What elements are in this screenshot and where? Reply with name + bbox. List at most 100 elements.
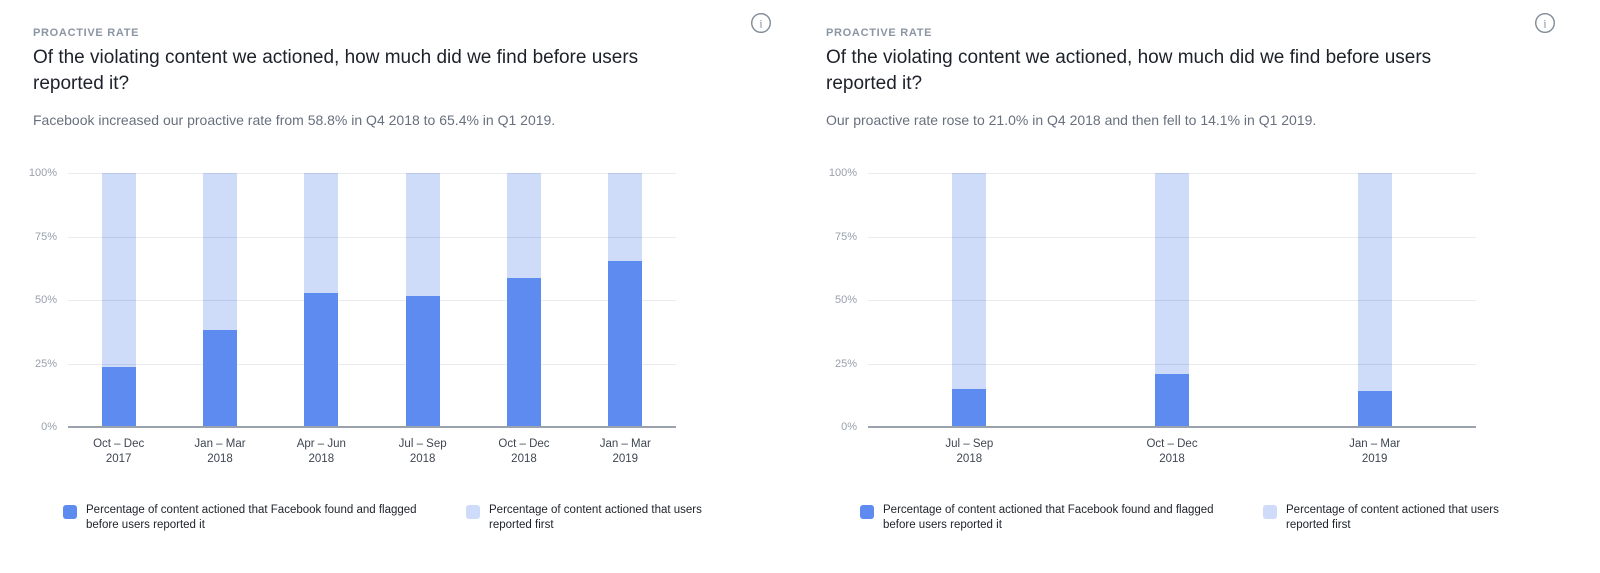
bar-segment-proactive[interactable] [202, 330, 237, 427]
y-axis-tick-label: 100% [828, 167, 857, 179]
x-axis-labels: Jul – Sep 2018 Oct – Dec 2018 Jan – Mar 2019 [868, 437, 1476, 467]
legend-item: Percentage of content actioned that user… [1263, 503, 1504, 533]
bar-segment-proactive[interactable] [608, 260, 643, 427]
bar-segment-user-reported[interactable] [952, 173, 987, 390]
eyebrow-label: PROACTIVE RATE [33, 27, 140, 39]
chart-title: Of the violating content we actioned, ho… [33, 47, 639, 94]
chart-header: PROACTIVE RATE Of the violating content … [826, 0, 1600, 129]
plot-area: 0% 25% 50% 75% 100% [829, 167, 1476, 433]
y-axis-tick-label: 0% [841, 421, 857, 433]
bar-slot [473, 173, 574, 427]
y-axis-tick-label: 0% [41, 421, 57, 433]
legend-item: Percentage of content actioned that Face… [63, 503, 446, 533]
y-axis-tick-label: 25% [834, 357, 857, 370]
stacked-bar[interactable] [506, 173, 541, 427]
legend-swatch [63, 505, 77, 519]
panel-instagram-proactive-rate: i PROACTIVE RATE Of the violating conten… [800, 0, 1600, 533]
stacked-bar-chart: 0% 25% 50% 75% 100% Jul – Sep 2018 Oct – Dec 20… [800, 167, 1600, 467]
bars-row [68, 173, 676, 427]
x-axis-label: Oct – Dec 2017 [93, 438, 145, 465]
legend-swatch [1263, 505, 1277, 519]
legend-swatch [860, 505, 874, 519]
bar-slot [372, 173, 473, 427]
stacked-bar[interactable] [952, 173, 987, 427]
svg-text:i: i [759, 18, 762, 30]
y-axis-tick-label: 75% [34, 230, 57, 243]
bar-segment-user-reported[interactable] [304, 173, 339, 293]
y-axis-tick-label: 25% [34, 357, 57, 370]
x-axis-line [68, 426, 676, 428]
panel-facebook-proactive-rate: i PROACTIVE RATE Of the violating conten… [0, 0, 800, 533]
bar-segment-proactive[interactable] [1155, 373, 1189, 427]
gridline [68, 173, 676, 174]
x-axis-label: Oct – Dec 2018 [1146, 438, 1198, 465]
x-axis-line [868, 426, 1476, 428]
x-axis-label: Jan – Mar 2019 [599, 438, 651, 465]
gridline [68, 236, 676, 238]
bar-slot [868, 173, 1071, 427]
x-axis-label: Jan – Mar 2019 [1349, 438, 1401, 465]
stacked-bar[interactable] [608, 173, 643, 427]
stacked-bar[interactable] [405, 173, 440, 427]
stacked-bar[interactable] [1357, 173, 1392, 427]
legend-swatch [466, 505, 480, 519]
chart-subtitle: Facebook increased our proactive rate fr… [33, 112, 556, 128]
bar-segment-user-reported[interactable] [608, 173, 643, 261]
legend-label: Percentage of content actioned that user… [1286, 504, 1499, 531]
bar-segment-user-reported[interactable] [1155, 173, 1189, 374]
bar-segment-proactive[interactable] [1357, 391, 1392, 427]
bars-row [868, 173, 1476, 427]
bar-slot [169, 173, 270, 427]
legend-label: Percentage of content actioned that Face… [883, 504, 1214, 531]
bar-segment-user-reported[interactable] [202, 173, 237, 331]
bar-segment-user-reported[interactable] [506, 173, 541, 278]
chart-title: Of the violating content we actioned, ho… [826, 47, 1432, 94]
bar-slot [1071, 173, 1274, 427]
info-icon: i [1534, 12, 1556, 34]
bar-segment-proactive[interactable] [101, 367, 136, 427]
legend-label: Percentage of content actioned that user… [489, 504, 702, 531]
legend-item: Percentage of content actioned that Face… [860, 503, 1243, 533]
x-axis-label: Oct – Dec 2018 [498, 438, 550, 465]
bar-segment-proactive[interactable] [506, 277, 541, 427]
proactive-rate-dashboard: i PROACTIVE RATE Of the violating conten… [0, 0, 1600, 533]
bar-slot [68, 173, 169, 427]
bar-segment-proactive[interactable] [952, 389, 987, 427]
bar-segment-user-reported[interactable] [101, 173, 136, 368]
x-axis-label: Jan – Mar 2018 [194, 438, 246, 465]
info-button[interactable]: i [1534, 12, 1556, 34]
bar-slot [271, 173, 372, 427]
legend: Percentage of content actioned that Face… [63, 503, 800, 533]
bar-slot [575, 173, 676, 427]
x-axis-label: Jul – Sep 2018 [945, 438, 994, 465]
legend-label: Percentage of content actioned that Face… [86, 504, 417, 531]
stacked-bar[interactable] [1155, 173, 1189, 427]
info-button[interactable]: i [750, 12, 772, 34]
bar-segment-proactive[interactable] [405, 295, 440, 427]
stacked-bar[interactable] [202, 173, 237, 427]
bar-segment-proactive[interactable] [304, 292, 339, 427]
legend-item: Percentage of content actioned that user… [466, 503, 707, 533]
chart-header: PROACTIVE RATE Of the violating content … [33, 0, 800, 129]
y-axis-tick-label: 50% [34, 294, 57, 306]
x-axis-label: Apr – Jun 2018 [296, 438, 346, 465]
x-axis-label: Jul – Sep 2018 [398, 438, 447, 465]
y-axis-tick-label: 100% [28, 167, 57, 179]
bar-segment-user-reported[interactable] [405, 173, 440, 296]
svg-text:i: i [1543, 18, 1546, 30]
stacked-bar[interactable] [101, 173, 136, 427]
legend: Percentage of content actioned that Face… [860, 503, 1600, 533]
info-icon: i [750, 12, 772, 34]
y-axis-tick-label: 75% [834, 230, 857, 243]
gridline [68, 363, 676, 365]
stacked-bar-chart: 0% 25% 50% 75% 100% Oct – Dec 2017 Jan – Mar 20… [0, 167, 800, 467]
chart-subtitle: Our proactive rate rose to 21.0% in Q4 2… [826, 112, 1317, 128]
eyebrow-label: PROACTIVE RATE [826, 27, 933, 39]
plot-area: 0% 25% 50% 75% 100% [29, 167, 676, 433]
gridline [68, 300, 676, 301]
bar-slot [1273, 173, 1476, 427]
x-axis-labels: Oct – Dec 2017 Jan – Mar 2018 Apr – Jun 2018 J… [68, 437, 676, 467]
y-axis-tick-label: 50% [834, 294, 857, 306]
stacked-bar[interactable] [304, 173, 339, 427]
bar-segment-user-reported[interactable] [1357, 173, 1392, 392]
